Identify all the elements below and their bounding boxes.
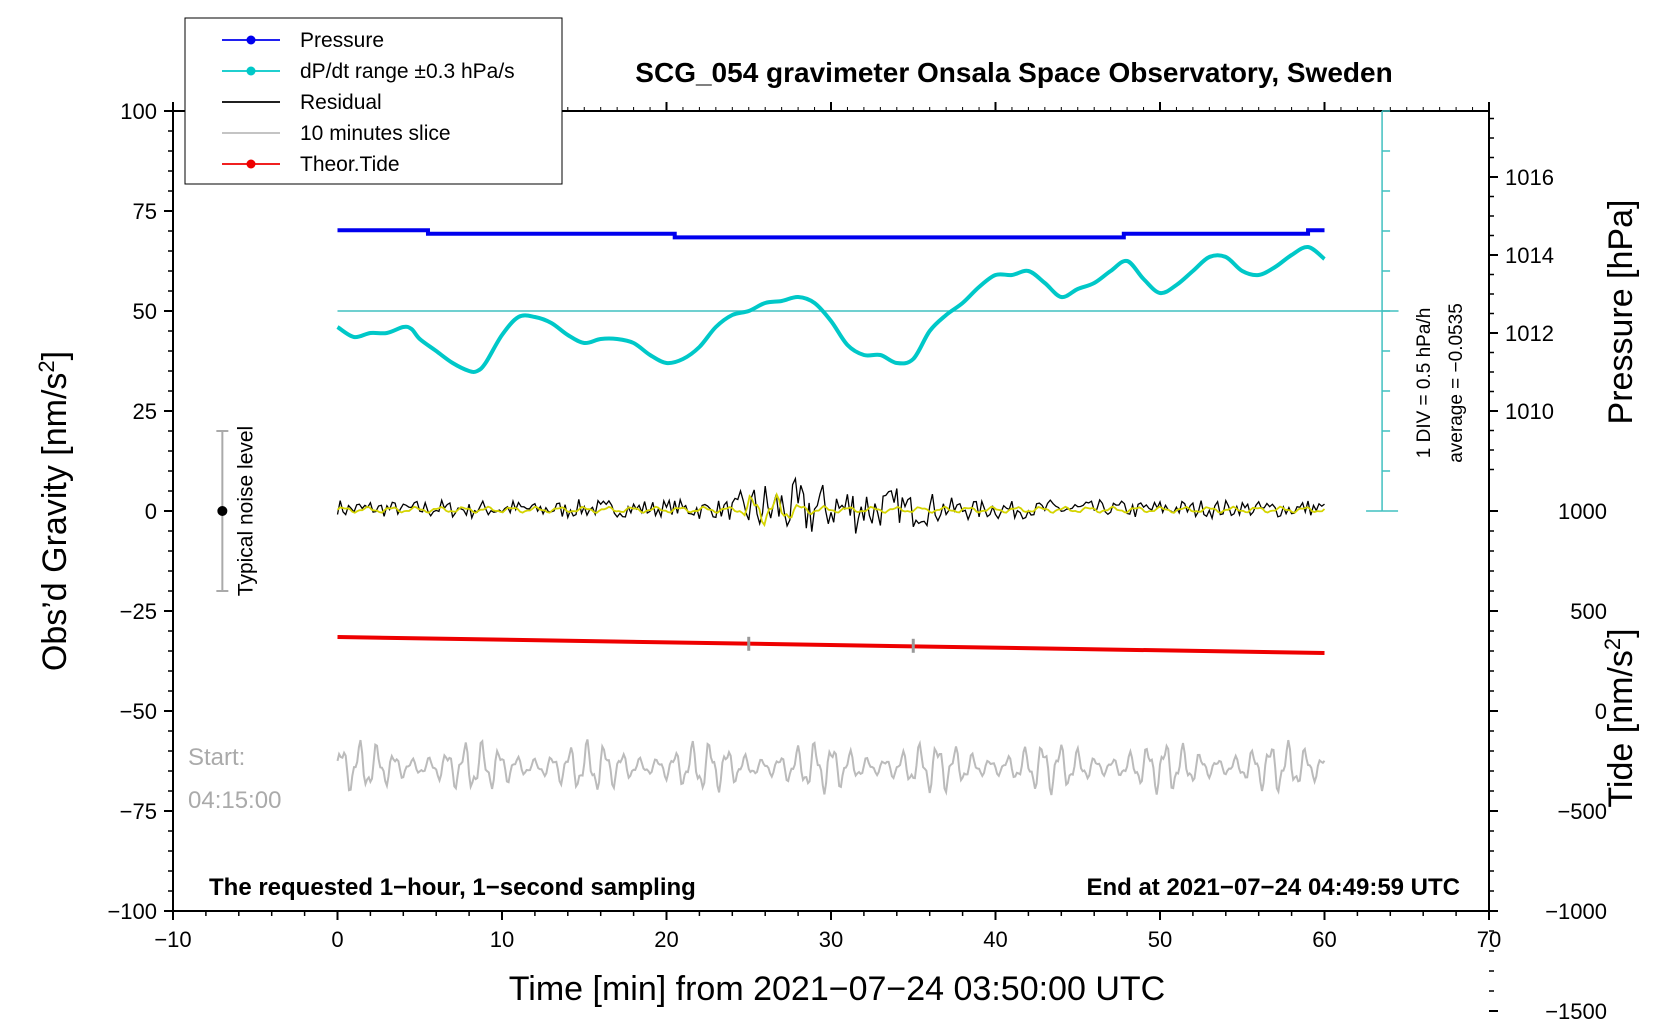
- typical-noise-bar: [216, 430, 229, 592]
- x-axis: −10 0 10 20 30 40 50 60 70: [154, 102, 1501, 952]
- noise-bar-center: [217, 506, 228, 516]
- y-axis-gravity: 100 75 50 25 0 −25 −50 −75 −100: [107, 99, 173, 924]
- end-time-annotation: End at 2021−07−24 04:49:59 UTC: [1086, 874, 1460, 901]
- tide-line: [337, 635, 1325, 655]
- y-tick-label: −100: [107, 899, 157, 924]
- start-label: Start:: [188, 744, 245, 771]
- legend-label: Residual: [300, 91, 382, 114]
- tide-tick-label: 0: [1595, 699, 1607, 724]
- pressure-line: [337, 228, 1325, 240]
- x-tick-label: 10: [490, 927, 514, 952]
- pressure-tick-label: 1014: [1505, 243, 1554, 268]
- y-tick-label: 0: [145, 499, 157, 524]
- y-axis-title-gravity: Obs’d Gravity [nm/s2]: [34, 351, 74, 671]
- y-tick-label: 75: [133, 199, 157, 224]
- residual-line: [336, 476, 1325, 534]
- series-layer: [336, 228, 1399, 796]
- div-average-label: average = −0.0535: [1446, 303, 1467, 463]
- tide-tick-label: −500: [1557, 799, 1607, 824]
- div-scale-label: 1 DIV = 0.5 hPa/h: [1414, 308, 1435, 459]
- slice-line: [336, 739, 1326, 796]
- legend-label: dP/dt range ±0.3 hPa/s: [300, 60, 515, 83]
- x-tick-label: 50: [1148, 927, 1172, 952]
- y-tick-label: 50: [133, 299, 157, 324]
- dpdt-line: [336, 244, 1326, 374]
- pressure-tick-label: 1016: [1505, 165, 1554, 190]
- y-axis-tide: 1000 500 0 −500 −1000 −1500: [1489, 499, 1607, 1020]
- y-tick-label: 100: [120, 99, 157, 124]
- y-axis-title-tide: Tide [nm/s2]: [1600, 628, 1640, 807]
- x-tick-label: 20: [654, 927, 678, 952]
- tide-tick-label: 500: [1570, 599, 1607, 624]
- tide-tick-label: −1000: [1545, 899, 1607, 924]
- legend-label: 10 minutes slice: [300, 122, 451, 145]
- y-tick-label: 25: [133, 399, 157, 424]
- start-time: 04:15:00: [188, 787, 281, 814]
- pressure-tick-label: 1012: [1505, 321, 1554, 346]
- y-tick-label: −75: [120, 799, 157, 824]
- x-tick-label: 40: [983, 927, 1007, 952]
- tide-tick-label: 1000: [1558, 499, 1607, 524]
- legend-marker: [246, 35, 256, 45]
- div-scale: [1366, 110, 1399, 512]
- legend-marker: [246, 159, 256, 169]
- legend-label: Pressure: [300, 29, 384, 52]
- x-tick-label: 0: [331, 927, 343, 952]
- residual-smoothed-line: [336, 491, 1326, 528]
- pressure-tick-label: 1010: [1505, 399, 1554, 424]
- legend: Pressure dP/dt range ±0.3 hPa/s Residual 10…: [184, 17, 563, 185]
- x-tick-label: 30: [819, 927, 843, 952]
- x-axis-title: Time [min] from 2021−07−24 03:50:00 UTC: [509, 970, 1165, 1008]
- legend-label: Theor.Tide: [300, 153, 400, 176]
- y-tick-label: −50: [120, 699, 157, 724]
- x-tick-label: −10: [154, 927, 191, 952]
- y-tick-label: −25: [120, 599, 157, 624]
- legend-marker: [246, 66, 256, 76]
- legend-box: [184, 17, 563, 185]
- typical-noise-label: Typical noise level: [234, 426, 257, 596]
- sampling-annotation: The requested 1−hour, 1−second sampling: [209, 874, 696, 901]
- x-tick-label: 60: [1312, 927, 1336, 952]
- y-axis-pressure: 1010 1012 1014 1016: [1488, 111, 1554, 489]
- chart-title: SCG_054 gravimeter Onsala Space Observat…: [635, 57, 1392, 88]
- tide-tick-label: −1500: [1545, 999, 1607, 1020]
- y-axis-title-pressure: Pressure [hPa]: [1602, 200, 1640, 425]
